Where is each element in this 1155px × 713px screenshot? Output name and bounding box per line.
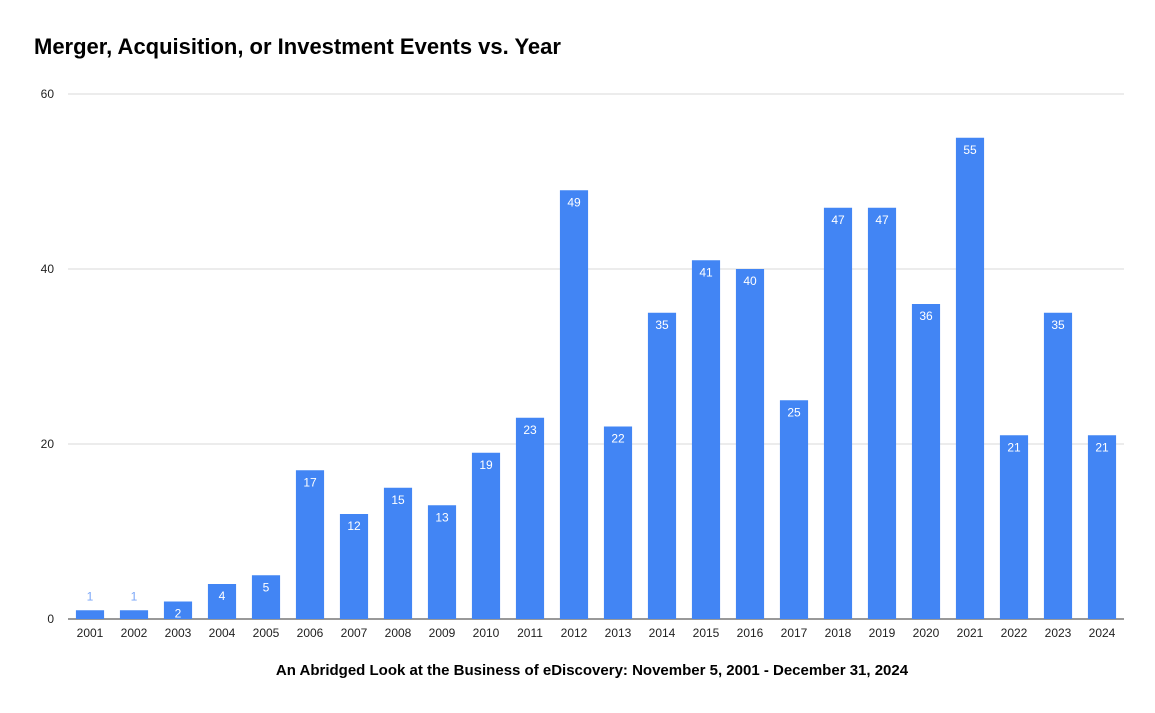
x-tick-label: 2013	[605, 626, 632, 640]
x-tick-label: 2017	[781, 626, 808, 640]
bar-value-label: 15	[391, 493, 405, 507]
x-tick-label: 2015	[693, 626, 720, 640]
bar-value-label: 2	[175, 607, 182, 621]
bar	[295, 470, 325, 619]
gridlines	[68, 93, 1124, 620]
bar-value-label: 1	[131, 589, 138, 603]
bar	[251, 575, 281, 619]
bar-value-label: 1	[87, 589, 94, 603]
bar-value-label: 35	[1051, 318, 1065, 332]
bar	[735, 269, 765, 619]
bar-value-label: 12	[347, 519, 361, 533]
y-tick-label: 40	[41, 262, 55, 276]
bar-value-label: 47	[831, 213, 845, 227]
bar	[383, 487, 413, 619]
bar-value-label: 5	[263, 580, 270, 594]
bar	[339, 514, 369, 619]
bar	[999, 435, 1029, 619]
y-axis-ticks: 0 20 40 60	[41, 87, 55, 626]
bar	[163, 601, 193, 619]
bar-value-label: 36	[919, 309, 933, 323]
bar	[207, 584, 237, 619]
x-tick-label: 2020	[913, 626, 940, 640]
x-tick-label: 2006	[297, 626, 324, 640]
bar-value-label: 35	[655, 318, 669, 332]
chart-title: Merger, Acquisition, or Investment Event…	[34, 34, 561, 59]
x-tick-label: 2009	[429, 626, 456, 640]
x-tick-label: 2004	[209, 626, 236, 640]
bar	[911, 304, 941, 619]
bar	[75, 610, 105, 619]
x-tick-label: 2021	[957, 626, 984, 640]
bar	[427, 505, 457, 619]
bar-value-label: 55	[963, 143, 977, 157]
bar-value-label: 25	[787, 405, 801, 419]
x-tick-label: 2008	[385, 626, 412, 640]
bar-value-label: 13	[435, 510, 449, 524]
x-tick-label: 2019	[869, 626, 896, 640]
bar-value-label: 21	[1095, 440, 1109, 454]
x-tick-label: 2018	[825, 626, 852, 640]
bar	[559, 190, 589, 619]
x-tick-label: 2011	[517, 626, 543, 640]
bar-value-label: 41	[699, 265, 713, 279]
bar-value-label: 21	[1007, 440, 1021, 454]
bar	[691, 260, 721, 619]
chart-subtitle: An Abridged Look at the Business of eDis…	[275, 662, 909, 679]
bar-value-label: 40	[743, 274, 757, 288]
bar-value-label: 17	[303, 475, 317, 489]
x-tick-label: 2005	[253, 626, 280, 640]
bar	[603, 426, 633, 619]
x-tick-label: 2010	[473, 626, 500, 640]
x-axis-ticks: 2001 2002 2003 2004 2005 2006 2007 2008 2009 2010…	[77, 626, 1116, 640]
x-tick-label: 2014	[649, 626, 676, 640]
x-tick-label: 2002	[121, 626, 148, 640]
y-tick-label: 60	[41, 87, 55, 101]
bar	[471, 452, 501, 619]
bar	[1043, 312, 1073, 619]
x-tick-label: 2024	[1089, 626, 1116, 640]
x-tick-label: 2023	[1045, 626, 1072, 640]
x-tick-label: 2016	[737, 626, 764, 640]
bar	[119, 610, 149, 619]
bar	[823, 207, 853, 619]
bar	[647, 312, 677, 619]
bar	[779, 400, 809, 619]
x-tick-label: 2003	[165, 626, 192, 640]
bar-value-label: 47	[875, 213, 889, 227]
bar-value-label: 23	[523, 423, 537, 437]
y-tick-label: 0	[47, 612, 54, 626]
bar-value-label: 49	[567, 195, 581, 209]
bar-value-label: 19	[479, 458, 493, 472]
x-tick-label: 2007	[341, 626, 368, 640]
bar	[867, 207, 897, 619]
bars	[75, 137, 1117, 619]
bar-value-label: 22	[611, 432, 625, 446]
bar	[515, 417, 545, 619]
bar-value-label: 4	[219, 589, 226, 603]
bar	[955, 137, 985, 619]
x-tick-label: 2012	[561, 626, 588, 640]
y-tick-label: 20	[41, 437, 55, 451]
x-tick-label: 2022	[1001, 626, 1028, 640]
bar	[1087, 435, 1117, 619]
x-tick-label: 2001	[77, 626, 104, 640]
